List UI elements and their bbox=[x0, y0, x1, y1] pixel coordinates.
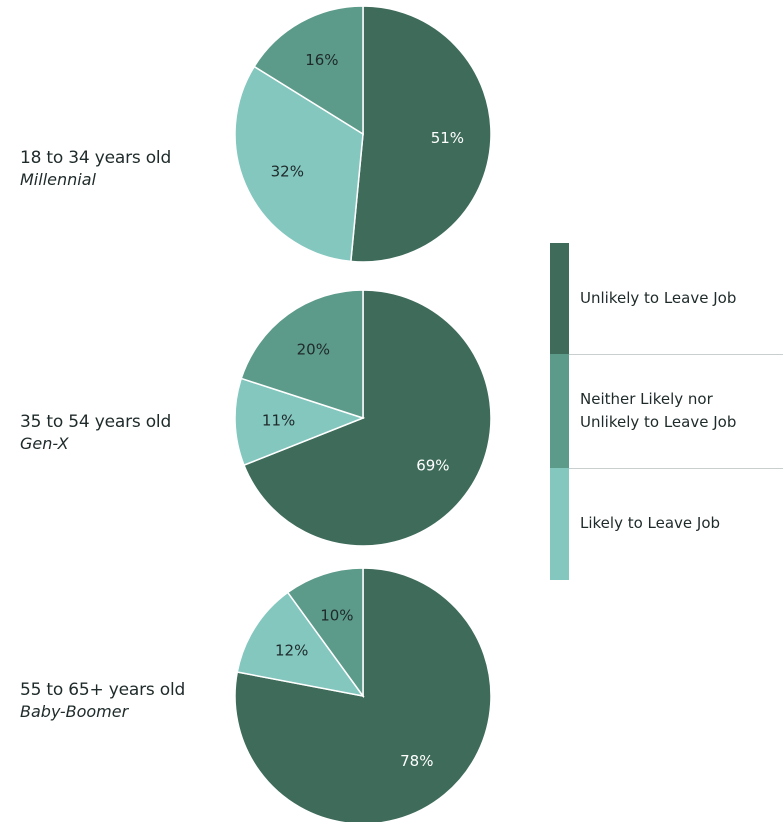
legend-swatch bbox=[550, 354, 569, 468]
legend-divider bbox=[569, 354, 783, 355]
legend-item-likely: Likely to Leave Job bbox=[550, 468, 783, 580]
data-label-unlikely: 69% bbox=[416, 457, 449, 475]
legend-label: Neither Likely nor Unlikely to Leave Job bbox=[580, 388, 736, 434]
slice-neither bbox=[240, 289, 364, 420]
legend-swatch bbox=[550, 243, 569, 354]
data-label-neither: 20% bbox=[297, 341, 330, 359]
group-age-label: 55 to 65+ years old bbox=[20, 680, 186, 700]
slice-likely bbox=[236, 591, 365, 698]
slice-unlikely bbox=[350, 5, 492, 263]
pie-2: 69% 11% 20% bbox=[234, 289, 492, 547]
pie-3: 78% 12% 10% bbox=[234, 567, 492, 822]
group-generation-label: Millennial bbox=[20, 170, 96, 189]
legend-label: Likely to Leave Job bbox=[580, 512, 720, 535]
group-label-millennial: 18 to 34 years old Millennial bbox=[20, 147, 230, 191]
group-label-genx: 35 to 54 years old Gen-X bbox=[20, 411, 230, 455]
slice-neither bbox=[286, 567, 364, 699]
legend-label-line: Neither Likely nor bbox=[580, 390, 713, 408]
chart-legend: Unlikely to Leave Job Neither Likely nor… bbox=[550, 243, 783, 580]
data-label-likely: 11% bbox=[262, 412, 295, 430]
slice-likely bbox=[234, 377, 366, 467]
legend-divider bbox=[569, 468, 783, 469]
legend-label-line: Unlikely to Leave Job bbox=[580, 289, 737, 307]
slice-unlikely bbox=[243, 289, 492, 547]
pie-1: 51% 32% 16% bbox=[234, 5, 492, 263]
data-label-unlikely: 78% bbox=[400, 752, 433, 770]
legend-swatch bbox=[550, 468, 569, 580]
group-age-label: 35 to 54 years old bbox=[20, 412, 172, 432]
slice-likely bbox=[234, 65, 364, 263]
data-label-neither: 10% bbox=[320, 607, 353, 625]
data-label-likely: 32% bbox=[271, 163, 304, 181]
data-label-unlikely: 51% bbox=[431, 129, 464, 147]
legend-label-line: Unlikely to Leave Job bbox=[580, 413, 737, 431]
slice-unlikely bbox=[234, 567, 492, 822]
group-age-label: 18 to 34 years old bbox=[20, 148, 172, 168]
legend-item-neither: Neither Likely nor Unlikely to Leave Job bbox=[550, 354, 783, 468]
group-generation-label: Gen-X bbox=[20, 434, 69, 453]
legend-item-unlikely: Unlikely to Leave Job bbox=[550, 243, 783, 354]
group-label-baby-boomer: 55 to 65+ years old Baby-Boomer bbox=[20, 679, 230, 723]
data-label-neither: 16% bbox=[305, 51, 338, 69]
legend-label-line: Likely to Leave Job bbox=[580, 514, 721, 532]
slice-neither bbox=[253, 5, 364, 136]
data-label-likely: 12% bbox=[275, 642, 308, 660]
legend-label: Unlikely to Leave Job bbox=[580, 287, 736, 310]
group-generation-label: Baby-Boomer bbox=[20, 702, 129, 721]
